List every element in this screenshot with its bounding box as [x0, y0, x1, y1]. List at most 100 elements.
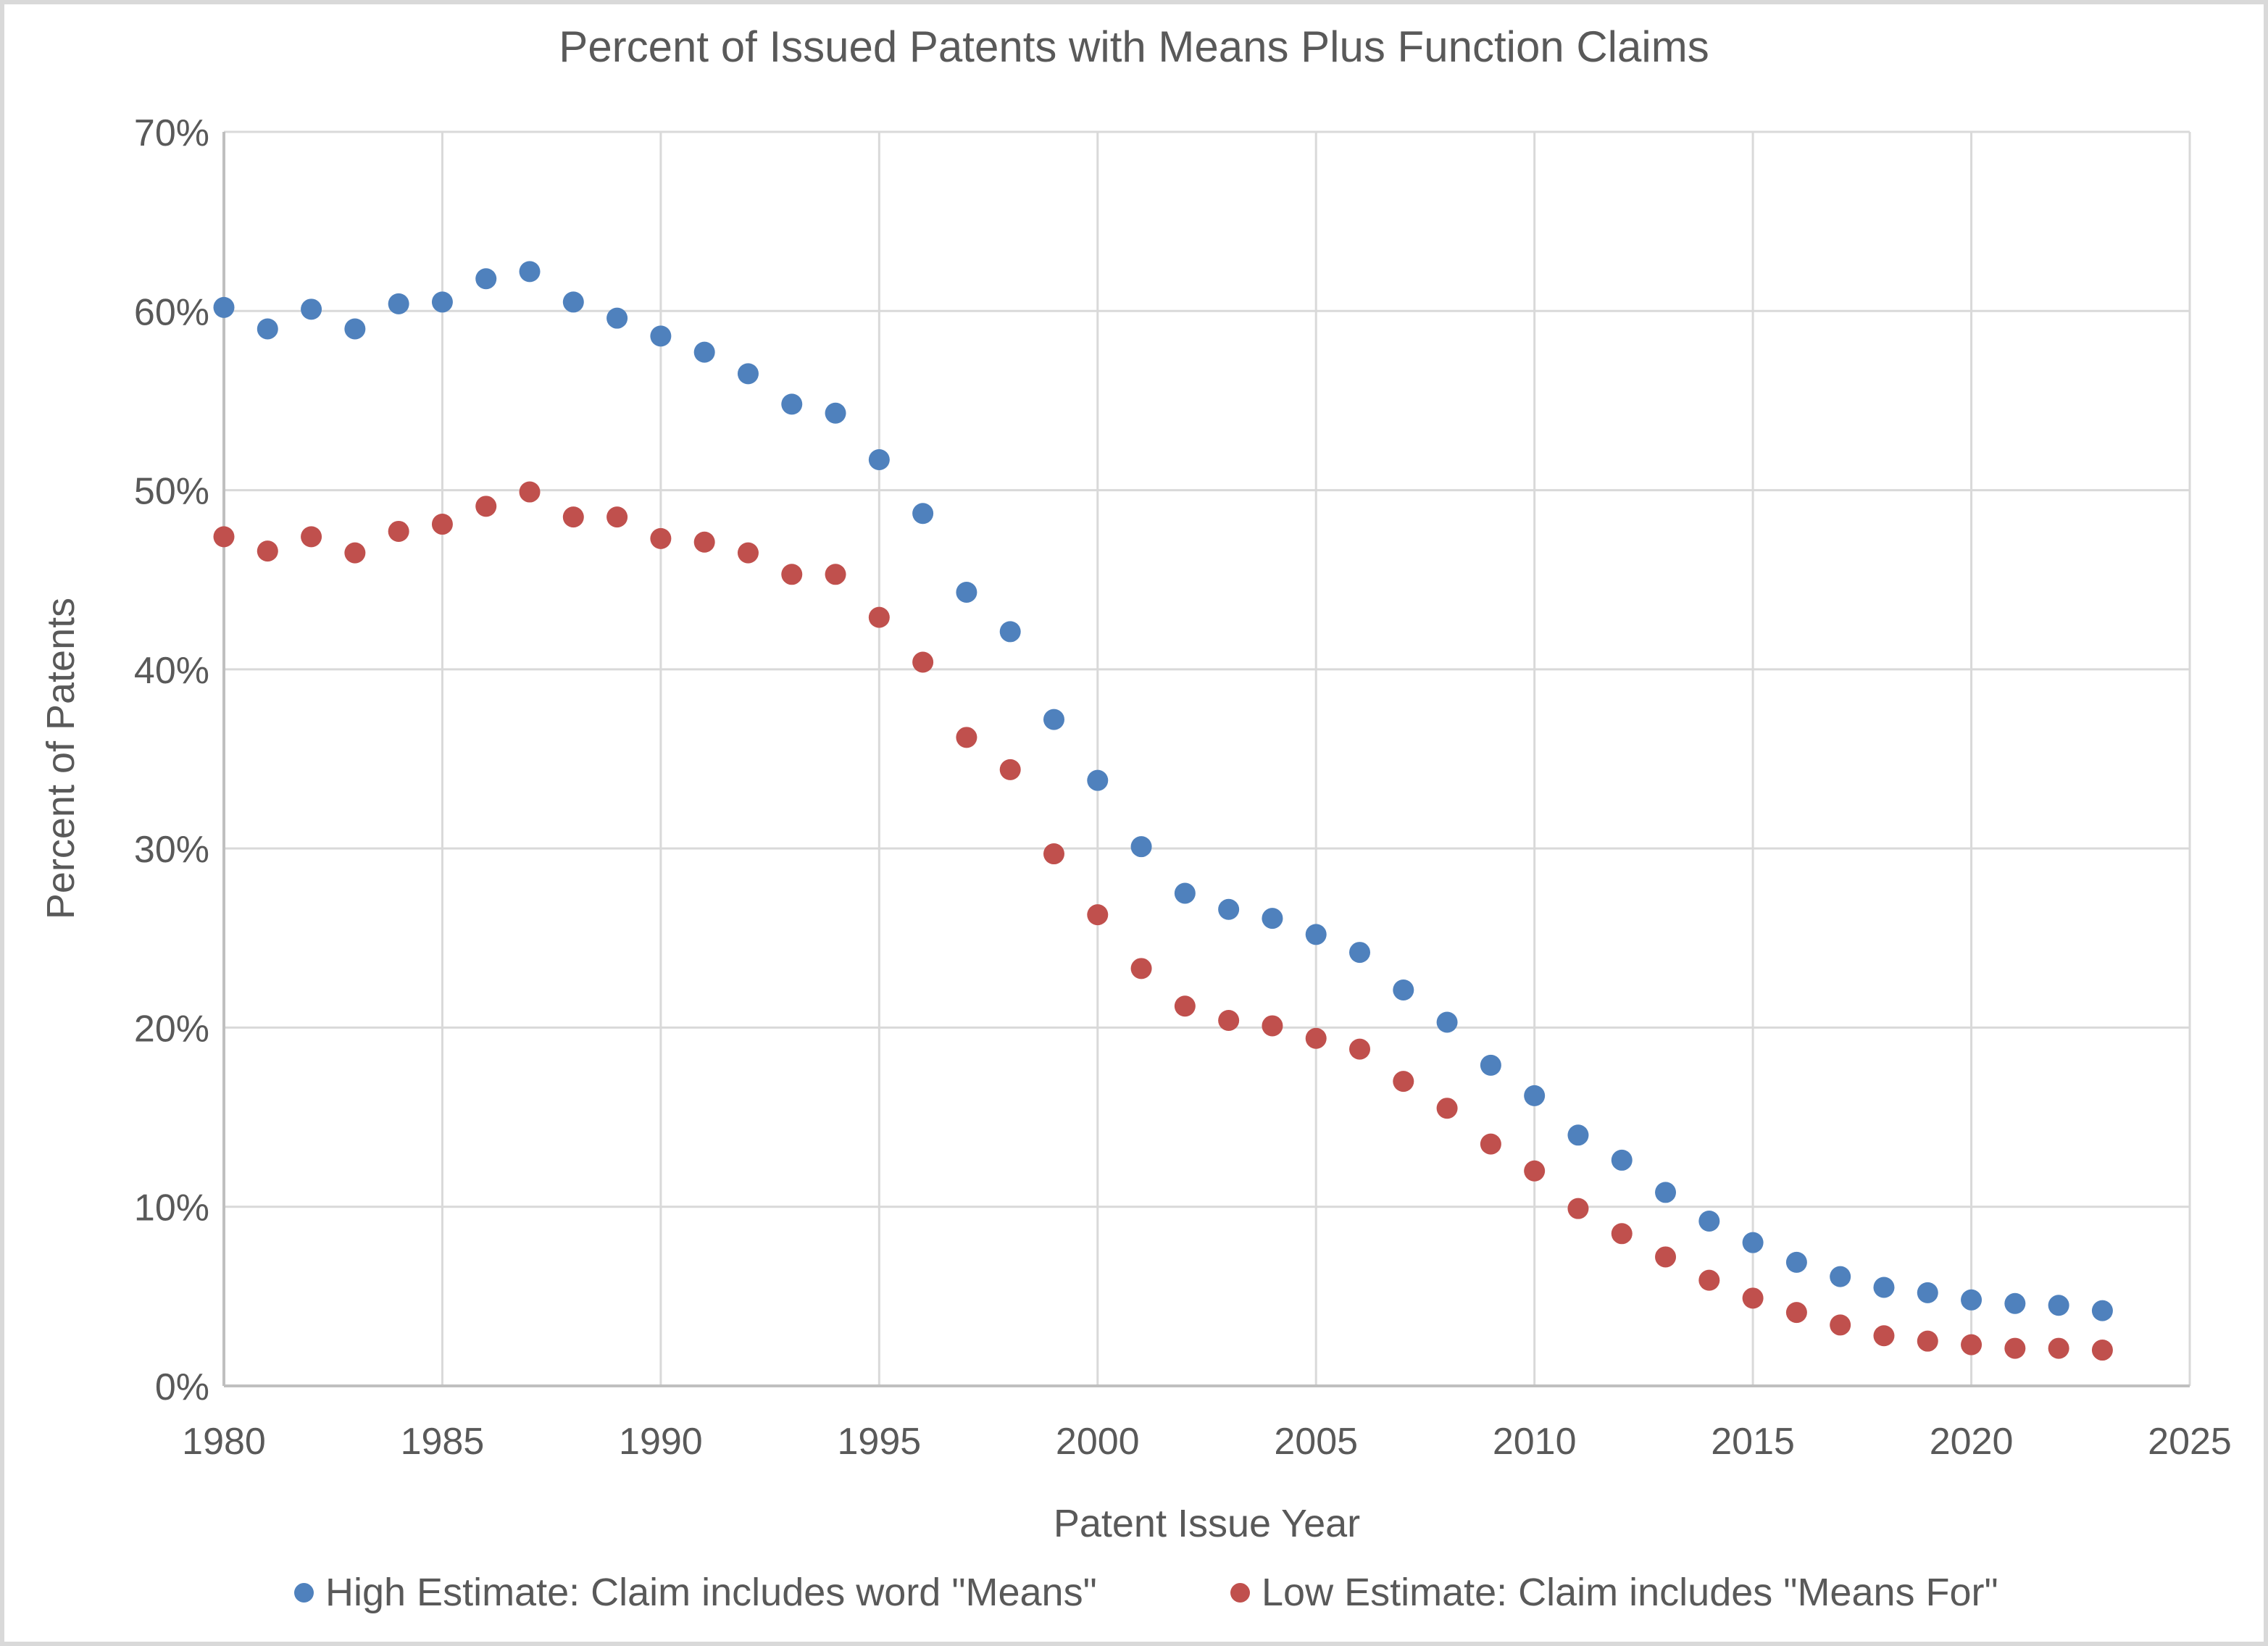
data-point-high: [1436, 1011, 1458, 1033]
y-tick-label: 30%: [134, 829, 209, 871]
y-tick-label: 20%: [134, 1008, 209, 1050]
data-point-high: [825, 402, 846, 424]
data-point-high: [1830, 1266, 1851, 1287]
y-tick-label: 40%: [134, 650, 209, 692]
data-point-high: [999, 621, 1021, 643]
data-point-low: [475, 496, 497, 517]
data-point-high: [1130, 836, 1152, 858]
data-point-low: [1130, 958, 1152, 979]
data-point-low: [1567, 1198, 1589, 1219]
data-point-high: [2048, 1295, 2069, 1316]
data-point-high: [1742, 1232, 1764, 1253]
data-point-low: [1174, 995, 1196, 1017]
data-point-high: [1480, 1054, 1501, 1076]
y-tick-label: 10%: [134, 1187, 209, 1229]
data-point-low: [1830, 1314, 1851, 1336]
data-point-low: [1262, 1015, 1283, 1037]
data-point-low: [2091, 1340, 2113, 1361]
legend-label-low: Low Estimate: Claim includes "Means For": [1262, 1571, 1998, 1614]
legend-item-high-estimate: High Estimate: Claim includes word "Mean…: [294, 1570, 1097, 1615]
data-point-low: [1917, 1330, 1938, 1352]
x-tick-label: 2015: [1711, 1421, 1795, 1463]
data-point-low: [1611, 1223, 1633, 1245]
y-tick-label: 0%: [155, 1366, 209, 1408]
y-tick-label: 60%: [134, 291, 209, 333]
data-point-low: [999, 759, 1021, 780]
data-point-low: [301, 526, 322, 548]
data-point-high: [1305, 924, 1327, 945]
data-point-high: [1655, 1182, 1677, 1203]
data-point-low: [650, 527, 672, 549]
data-point-low: [781, 564, 803, 585]
data-point-low: [1349, 1038, 1371, 1060]
y-tick-label: 50%: [134, 471, 209, 513]
y-axis-label: Percent of Patents: [39, 597, 83, 920]
data-point-high: [1349, 942, 1371, 964]
data-point-low: [1785, 1302, 1807, 1324]
x-tick-label: 2025: [2148, 1421, 2232, 1463]
data-point-high: [868, 449, 890, 471]
data-point-high: [2004, 1292, 2026, 1314]
data-point-low: [1436, 1098, 1458, 1119]
data-point-high: [1961, 1289, 1983, 1311]
data-point-high: [1611, 1149, 1633, 1171]
data-point-high: [344, 318, 366, 340]
data-point-low: [519, 481, 541, 503]
data-point-low: [2004, 1337, 2026, 1359]
x-tick-label: 1985: [401, 1421, 485, 1463]
data-point-low: [213, 526, 235, 548]
data-point-low: [2048, 1337, 2069, 1359]
data-point-high: [1698, 1210, 1720, 1232]
data-point-high: [431, 291, 453, 313]
data-point-high: [1393, 979, 1414, 1000]
y-tick-label: 70%: [134, 112, 209, 154]
data-point-high: [1262, 908, 1283, 929]
data-point-low: [737, 542, 759, 564]
data-point-high: [650, 325, 672, 347]
data-point-low: [344, 542, 366, 564]
x-axis-label: Patent Issue Year: [1053, 1502, 1361, 1545]
data-point-low: [431, 514, 453, 535]
data-point-low: [1305, 1027, 1327, 1049]
data-point-low: [1655, 1246, 1677, 1268]
legend-marker-high-icon: [294, 1582, 314, 1603]
data-point-low: [1873, 1325, 1895, 1347]
legend-marker-low-icon: [1230, 1582, 1250, 1603]
legend-label-high: High Estimate: Claim includes word "Mean…: [325, 1571, 1097, 1614]
data-point-high: [1567, 1124, 1589, 1146]
data-point-high: [2091, 1300, 2113, 1321]
data-point-high: [1087, 769, 1109, 791]
data-point-low: [1698, 1269, 1720, 1291]
data-point-high: [301, 298, 322, 320]
data-point-high: [562, 291, 584, 313]
data-point-high: [912, 503, 934, 525]
legend-item-low-estimate: Low Estimate: Claim includes "Means For": [1230, 1570, 1998, 1615]
data-point-low: [562, 506, 584, 528]
data-point-high: [606, 307, 628, 329]
data-point-high: [1524, 1085, 1546, 1106]
data-point-low: [956, 727, 977, 748]
x-tick-label: 2010: [1493, 1421, 1577, 1463]
data-point-low: [1043, 843, 1064, 865]
data-point-high: [1174, 882, 1196, 904]
data-point-high: [781, 393, 803, 415]
data-point-low: [1087, 904, 1109, 926]
data-point-high: [956, 582, 977, 603]
data-point-low: [1742, 1287, 1764, 1309]
data-point-high: [388, 293, 409, 314]
data-point-high: [1873, 1277, 1895, 1298]
scatter-plot-area: 0% 10% 20% 30% 40% 50% 60% 70% 1980 1985 1990 1995 2…: [134, 112, 2232, 1463]
data-point-high: [475, 268, 497, 290]
data-point-high: [1043, 709, 1064, 730]
data-point-high: [257, 318, 278, 340]
chart-title: Percent of Issued Patents with Means Plu…: [559, 22, 1709, 71]
data-point-high: [737, 363, 759, 385]
data-point-low: [825, 564, 846, 585]
data-point-high: [1785, 1251, 1807, 1273]
data-point-low: [868, 606, 890, 628]
x-tick-label: 1980: [182, 1421, 266, 1463]
x-tick-label: 1995: [837, 1421, 921, 1463]
x-tick-label: 2020: [1930, 1421, 2014, 1463]
x-tick-label: 2000: [1056, 1421, 1140, 1463]
